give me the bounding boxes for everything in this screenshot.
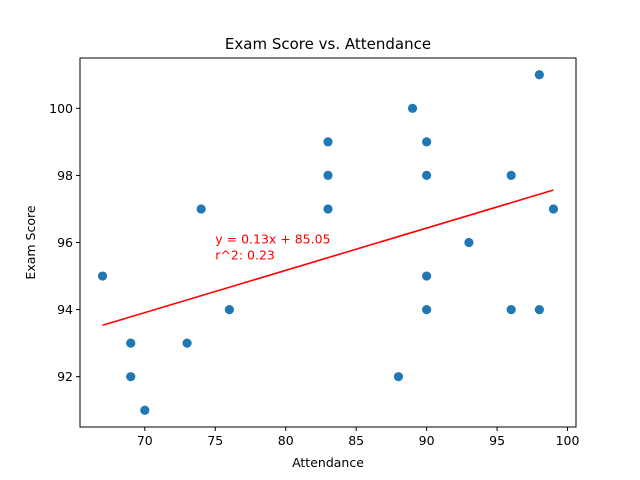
y-axis: 92 94 96 98 100 [49, 101, 80, 384]
data-point [97, 271, 108, 281]
data-point [506, 304, 516, 315]
y-tick-label: 96 [57, 235, 73, 250]
data-point [534, 304, 544, 315]
data-point [323, 204, 333, 214]
y-tick-label: 92 [57, 369, 73, 384]
y-tick-label: 100 [49, 101, 73, 116]
x-tick-label: 100 [556, 433, 580, 448]
x-axis-label: Attendance [292, 455, 364, 470]
data-point [224, 304, 234, 315]
x-tick-label: 80 [278, 433, 294, 448]
annotation-line: y = 0.13x + 85.05 [215, 232, 330, 247]
y-axis-label: Exam Score [23, 205, 38, 279]
data-point [182, 338, 192, 348]
data-point [393, 372, 404, 382]
data-point [422, 304, 432, 315]
data-point [422, 137, 432, 147]
x-tick-label: 75 [207, 433, 223, 448]
data-point [548, 204, 559, 214]
data-point [126, 372, 136, 382]
annotation-line: r^2: 0.23 [215, 248, 275, 263]
plot-content [97, 70, 559, 415]
x-tick-label: 70 [137, 433, 153, 448]
x-tick-label: 95 [489, 433, 505, 448]
data-point [464, 237, 474, 248]
x-tick-label: 90 [419, 433, 435, 448]
y-tick-label: 98 [57, 168, 73, 183]
regression-line [102, 189, 554, 327]
data-point [140, 405, 150, 415]
chart-title: Exam Score vs. Attendance [225, 35, 431, 53]
data-point [196, 204, 206, 214]
data-point [534, 70, 544, 80]
data-point [422, 170, 432, 181]
fit-annotation: y = 0.13x + 85.05r^2: 0.23 [215, 232, 330, 263]
data-point [506, 170, 516, 181]
x-axis: 70 75 80 85 90 95 100 [137, 427, 580, 448]
data-point [422, 271, 432, 281]
x-tick-label: 85 [348, 433, 364, 448]
data-point [126, 338, 136, 348]
data-point [407, 103, 418, 113]
y-tick-label: 94 [57, 302, 73, 317]
data-point [323, 170, 333, 181]
data-point [323, 137, 333, 147]
